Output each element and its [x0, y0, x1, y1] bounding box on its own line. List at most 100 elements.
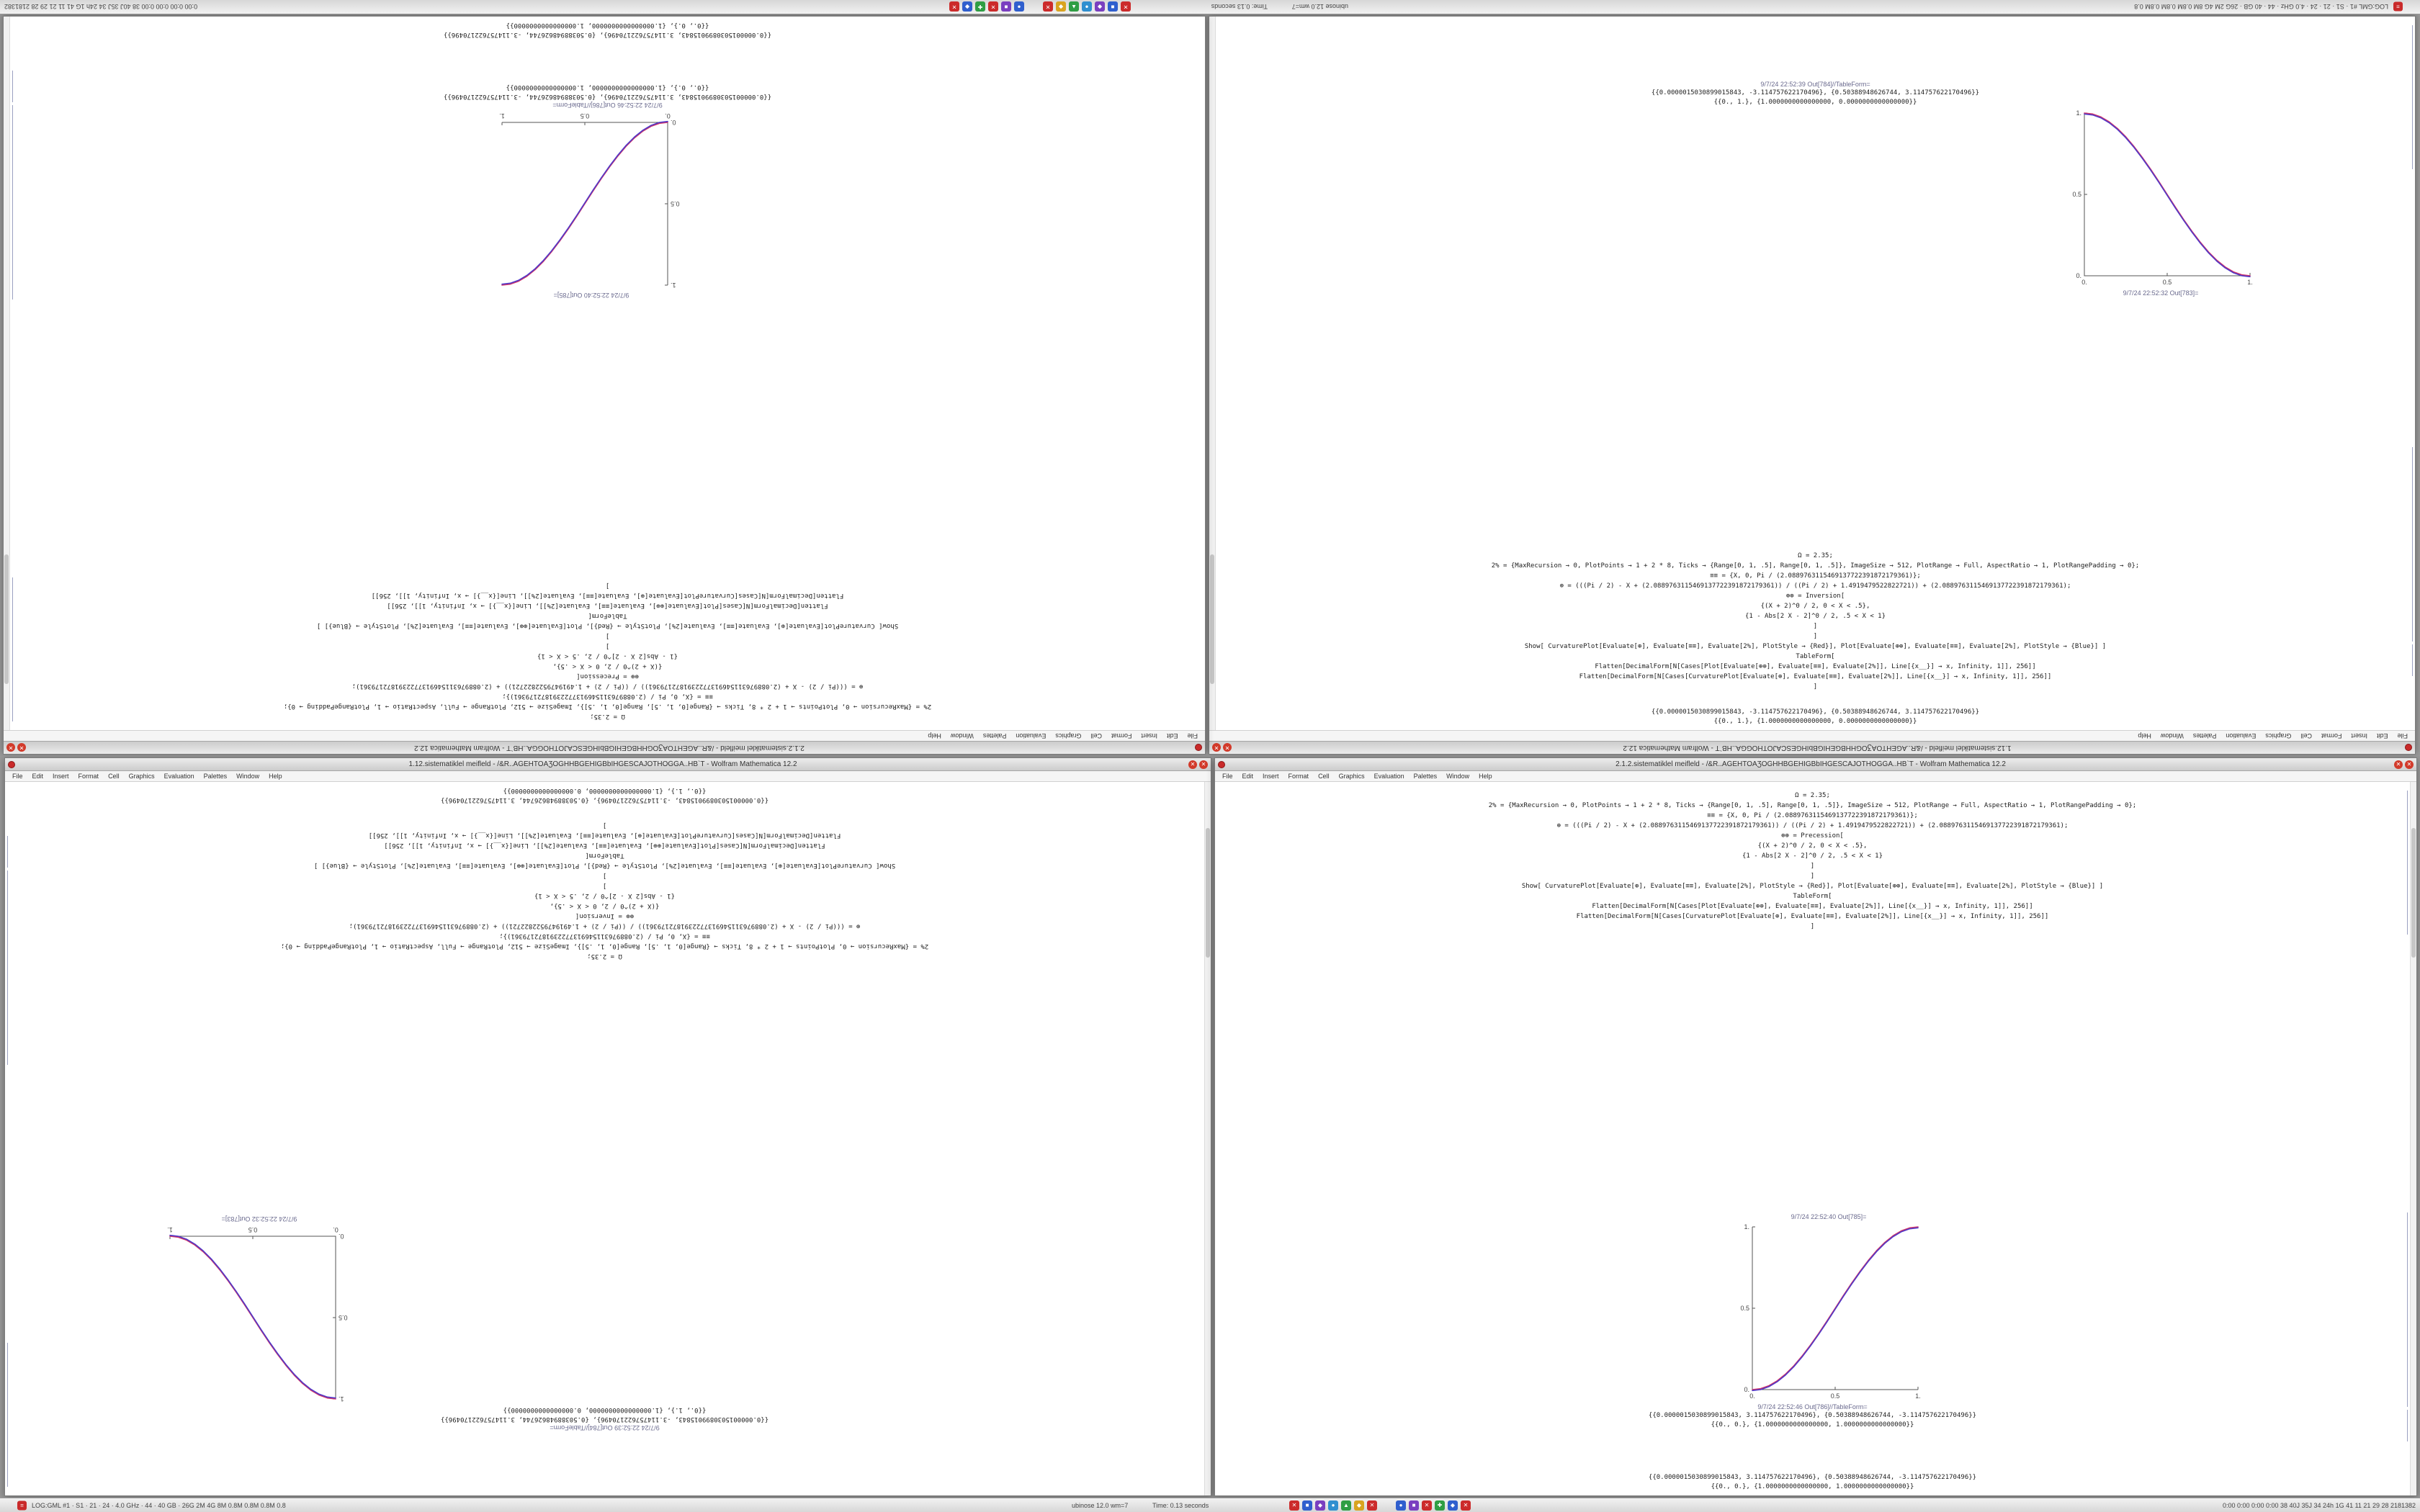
tray-app-icon[interactable]: ●	[1082, 1, 1092, 12]
menu-item-insert[interactable]: Insert	[1141, 732, 1157, 739]
code-line[interactable]: Ω = 2.35;	[1795, 792, 1830, 799]
tray-app-icon[interactable]: ✕	[1367, 1500, 1377, 1511]
cell-bracket[interactable]	[2412, 644, 2413, 676]
code-line[interactable]: ]	[1810, 863, 1815, 870]
close-button[interactable]: ✕	[1199, 760, 1208, 769]
taskbar-menu-icon[interactable]: ≡	[2393, 2, 2403, 12]
tray-app-icon[interactable]: ■	[1108, 1, 1118, 12]
tray-app-icon[interactable]: ◆	[1095, 1, 1105, 12]
menu-item-edit[interactable]: Edit	[1242, 773, 1254, 780]
cell-bracket[interactable]	[12, 105, 13, 300]
tray-app-icon[interactable]: ✕	[949, 1, 959, 12]
code-line[interactable]: Ω = 2.35;	[590, 713, 625, 720]
code-line[interactable]: {1 - Abs[2 X - 2]^0 / 2, .5 < X < 1}	[1744, 613, 1886, 620]
menu-item-help[interactable]: Help	[2138, 732, 2151, 739]
menu-item-palettes[interactable]: Palettes	[2192, 732, 2217, 739]
vertical-scrollbar[interactable]	[1209, 17, 1216, 730]
shade-button[interactable]: ✕	[17, 743, 26, 752]
close-button[interactable]: ✕	[1212, 743, 1221, 752]
code-line[interactable]: 2% = {MaxRecursion → 0, PlotPoints → 1 +…	[280, 942, 929, 950]
tray-app-icon[interactable]: ●	[1396, 1500, 1406, 1511]
titlebar[interactable]: 1.12.sistematiklel meifleld - /&R..AĞEHT…	[1209, 741, 2415, 754]
code-line[interactable]: ]	[602, 872, 607, 879]
code-line[interactable]: Flatten[DecimalForm[N[Cases[Plot[Evaluat…	[384, 842, 825, 849]
tray-app-icon[interactable]: ▲	[1341, 1500, 1351, 1511]
code-line[interactable]: Flatten[DecimalForm[N[Cases[CurvaturePlo…	[1579, 673, 2052, 680]
code-line[interactable]: Ω = 2.35;	[1798, 552, 1833, 559]
scrollbar-thumb[interactable]	[1210, 554, 1214, 684]
input-cells[interactable]: Ω = 2.35; 2% = {MaxRecursion → 0, PlotPo…	[10, 580, 1205, 721]
code-line[interactable]: Show[ CurvaturePlot[Evaluate[⊕], Evaluat…	[313, 862, 896, 869]
tray-app-icon[interactable]: ▲	[1069, 1, 1079, 12]
code-line[interactable]: ≡≡ = {X, 0, Pi / (2.08897631154691377223…	[1710, 572, 1921, 580]
cell-bracket[interactable]	[2412, 25, 2413, 169]
code-line[interactable]: {(X + 2)^0 / 2, 0 < X < .5},	[552, 662, 663, 670]
cell-bracket[interactable]	[7, 836, 8, 868]
tray-app-icon[interactable]: ✕	[1289, 1500, 1299, 1511]
code-line[interactable]: Ω = 2.35;	[587, 953, 622, 960]
menu-item-cell[interactable]: Cell	[1318, 773, 1330, 780]
titlebar[interactable]: 2.1.2.sistematiklel meifleld - /&R..AĞEH…	[1215, 758, 2416, 771]
code-line[interactable]: ]	[602, 882, 607, 889]
menu-item-insert[interactable]: Insert	[1263, 773, 1279, 780]
scrollbar-thumb[interactable]	[1206, 828, 1210, 958]
tray-app-icon[interactable]: ●	[1014, 1, 1024, 12]
code-line[interactable]: ]	[1813, 683, 1818, 690]
code-line[interactable]: TableForm[	[585, 852, 624, 859]
code-line[interactable]: {1 - Abs[2 X - 2]^0 / 2, .5 < X < 1}	[1742, 852, 1883, 860]
tray-app-icon[interactable]: ●	[1328, 1500, 1338, 1511]
cell-bracket[interactable]	[12, 71, 13, 102]
code-line[interactable]: Flatten[DecimalForm[N[Cases[CurvaturePlo…	[371, 592, 844, 599]
scrollbar-thumb[interactable]	[4, 554, 9, 684]
code-line[interactable]: ]	[1810, 873, 1815, 880]
titlebar[interactable]: 1.12.sistematiklel meifleld - /&R..AĞEHT…	[5, 758, 1211, 771]
menu-item-insert[interactable]: Insert	[53, 773, 69, 780]
code-line[interactable]: {1 - Abs[2 X - 2]^0 / 2, .5 < X < 1}	[534, 892, 676, 899]
code-line[interactable]: {(X + 2)^0 / 2, 0 < X < .5},	[1757, 842, 1868, 850]
code-line[interactable]: ⊕ = (((Pi / 2) - X + (2.0889763115469137…	[1559, 582, 2071, 590]
cell-bracket[interactable]	[2407, 791, 2408, 935]
menu-item-help[interactable]: Help	[1479, 773, 1492, 780]
code-line[interactable]: ⊕ = (((Pi / 2) - X + (2.0889763115469137…	[1556, 822, 2069, 829]
tray-app-icon[interactable]: ■	[1001, 1, 1011, 12]
menu-item-help[interactable]: Help	[928, 732, 941, 739]
cell-bracket[interactable]	[7, 870, 8, 1065]
code-line[interactable]: {(X + 2)^0 / 2, 0 < X < .5},	[550, 902, 660, 909]
cell-bracket[interactable]	[2412, 447, 2413, 642]
menu-item-format[interactable]: Format	[1288, 773, 1309, 780]
vertical-scrollbar[interactable]	[4, 17, 10, 730]
tray-app-icon[interactable]: ■	[1409, 1500, 1419, 1511]
menu-item-file[interactable]: File	[1187, 732, 1198, 739]
code-line[interactable]: 2% = {MaxRecursion → 0, PlotPoints → 1 +…	[1491, 562, 2140, 570]
code-line[interactable]: ⊕⊕ = Precession[	[576, 672, 639, 680]
code-line[interactable]: ]	[605, 582, 610, 589]
menu-item-window[interactable]: Window	[2160, 732, 2184, 739]
tray-app-icon[interactable]: ◆	[1448, 1500, 1458, 1511]
code-line[interactable]: TableForm[	[1796, 653, 1835, 660]
cell-bracket[interactable]	[2407, 1410, 2408, 1441]
menu-item-edit[interactable]: Edit	[1166, 732, 1178, 739]
tray-app-icon[interactable]: ✕	[1043, 1, 1053, 12]
code-line[interactable]: Show[ CurvaturePlot[Evaluate[⊕], Evaluat…	[1521, 883, 2104, 890]
vertical-scrollbar[interactable]	[2410, 782, 2416, 1495]
code-line[interactable]: 2% = {MaxRecursion → 0, PlotPoints → 1 +…	[283, 703, 932, 710]
menu-item-cell[interactable]: Cell	[108, 773, 120, 780]
code-line[interactable]: Flatten[DecimalForm[N[Cases[CurvaturePlo…	[368, 832, 841, 839]
input-cells[interactable]: Ω = 2.35; 2% = {MaxRecursion → 0, PlotPo…	[5, 820, 1204, 961]
code-line[interactable]: Show[ CurvaturePlot[Evaluate[⊕], Evaluat…	[1524, 643, 2107, 650]
menu-item-edit[interactable]: Edit	[32, 773, 44, 780]
code-line[interactable]: ]	[1813, 633, 1818, 640]
input-cells[interactable]: Ω = 2.35; 2% = {MaxRecursion → 0, PlotPo…	[1216, 551, 2415, 692]
code-line[interactable]: ≡≡ = {X, 0, Pi / (2.08897631154691377223…	[499, 932, 710, 940]
tray-app-icon[interactable]: ◆	[1315, 1500, 1325, 1511]
code-line[interactable]: ⊕⊕ = Inversion[	[575, 912, 635, 919]
menu-item-help[interactable]: Help	[269, 773, 282, 780]
menu-item-palettes[interactable]: Palettes	[203, 773, 228, 780]
code-line[interactable]: ⊕ = (((Pi / 2) - X + (2.0889763115469137…	[349, 922, 861, 930]
menu-item-graphics[interactable]: Graphics	[2265, 732, 2292, 739]
cell-bracket[interactable]	[2407, 1212, 2408, 1407]
menu-item-insert[interactable]: Insert	[2351, 732, 2367, 739]
tray-app-icon[interactable]: ◆	[1056, 1, 1066, 12]
code-line[interactable]: ]	[1813, 623, 1818, 630]
tray-app-icon[interactable]: ◆	[1354, 1500, 1364, 1511]
